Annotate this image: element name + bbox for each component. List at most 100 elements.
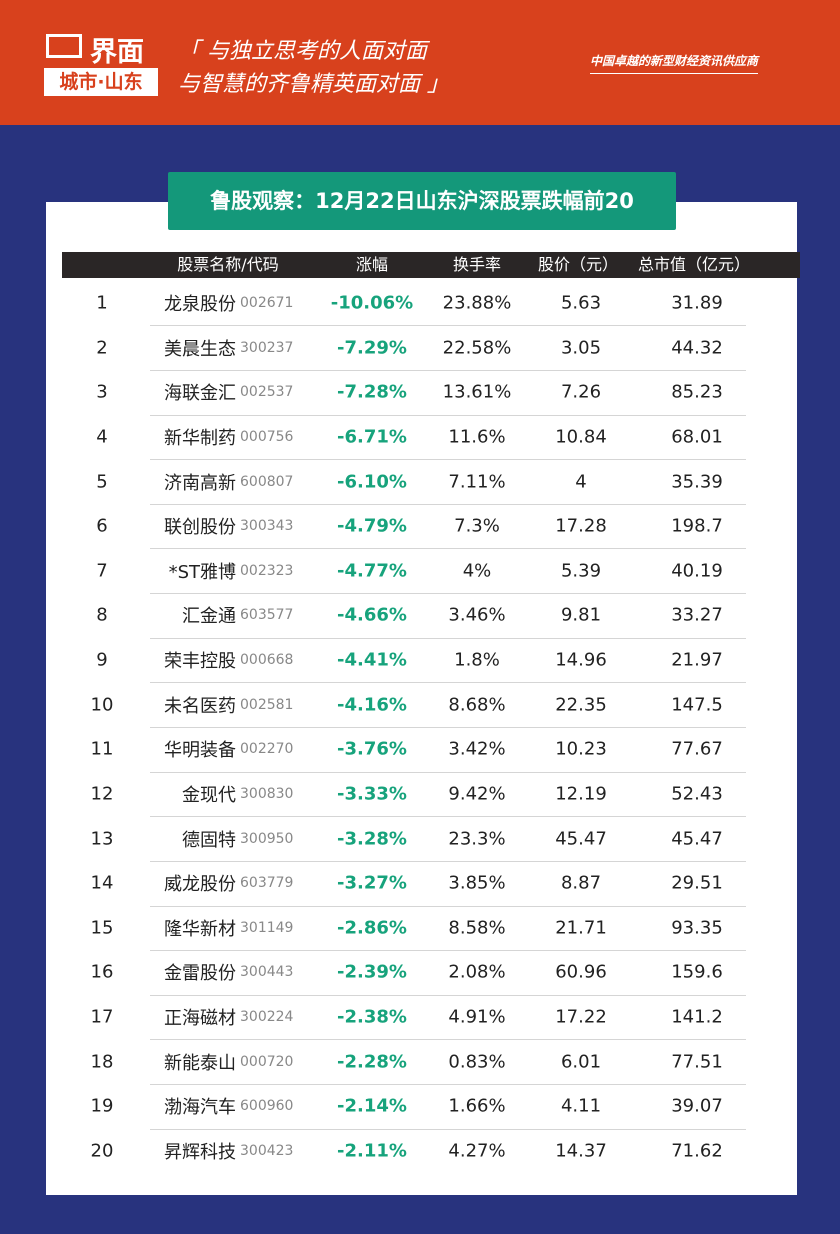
price: 17.22	[555, 1006, 607, 1028]
table-title: 鲁股观察：12月22日山东沪深股票跌幅前20	[168, 172, 676, 230]
market-cap: 40.19	[671, 560, 723, 582]
stock-code: 002671	[240, 295, 294, 311]
slogan: 「 与独立思考的人面对面	[178, 39, 427, 64]
stock-code: 300224	[240, 1009, 294, 1026]
turnover: 4%	[462, 560, 492, 582]
change: -4.79%	[337, 515, 407, 537]
change: -4.77%	[337, 560, 407, 582]
row-separator	[150, 369, 746, 371]
change: -3.76%	[337, 738, 407, 760]
rank: 17	[90, 1006, 114, 1028]
price: 14.96	[555, 649, 607, 671]
header-band	[0, 0, 840, 125]
stock-code: 002323	[240, 562, 294, 579]
row-separator	[150, 1084, 746, 1086]
change: -2.14%	[337, 1095, 407, 1117]
change: -3.33%	[337, 783, 407, 805]
header-row	[62, 252, 800, 278]
price: 22.35	[555, 694, 607, 716]
change: -4.41%	[337, 649, 407, 671]
turnover: 23.3%	[448, 828, 506, 850]
stock-name: 金现代	[182, 784, 236, 806]
row-separator	[150, 1039, 746, 1041]
row-separator	[150, 548, 746, 550]
price: 6.01	[560, 1051, 602, 1073]
stock-code: 300443	[240, 964, 294, 981]
market-cap: 159.6	[671, 961, 723, 983]
price: 9.81	[560, 604, 602, 626]
stock-name: 华明装备	[164, 740, 236, 762]
rank: 12	[90, 783, 114, 805]
rank: 10	[90, 694, 114, 716]
market-cap: 44.32	[671, 337, 723, 359]
row-separator	[150, 682, 746, 684]
table-card	[46, 202, 797, 1195]
stock-name: 海联金汇	[164, 383, 236, 405]
row-separator	[150, 816, 746, 818]
turnover: 11.6%	[448, 426, 506, 448]
rank: 11	[90, 738, 114, 760]
stock-code: 300237	[240, 339, 294, 356]
price: 5.39	[560, 560, 602, 582]
row-separator	[150, 325, 746, 327]
column-header: 总市值（亿元）	[637, 255, 751, 274]
change: -6.71%	[337, 426, 407, 448]
turnover: 3.46%	[448, 604, 506, 626]
rank: 2	[96, 337, 108, 359]
row-separator	[150, 414, 746, 416]
turnover: 4.27%	[448, 1140, 506, 1162]
market-cap: 33.27	[671, 604, 723, 626]
stock-code: 300950	[240, 830, 294, 847]
stock-code: 000720	[240, 1053, 294, 1070]
stock-name: 正海磁材	[164, 1008, 236, 1030]
row-separator	[150, 459, 746, 461]
rank: 20	[90, 1140, 114, 1162]
stock-code: 600960	[240, 1098, 294, 1115]
turnover: 8.68%	[448, 694, 506, 716]
row-separator	[150, 726, 746, 728]
turnover: 4.91%	[448, 1006, 506, 1028]
price: 8.87	[560, 872, 602, 894]
stock-code: 002581	[240, 696, 294, 713]
market-cap: 141.2	[671, 1006, 723, 1028]
turnover: 7.11%	[448, 471, 506, 493]
stock-code: 603577	[240, 607, 294, 624]
turnover: 7.3%	[454, 515, 500, 537]
stock-name: 威龙股份	[164, 874, 236, 896]
column-header: 换手率	[452, 255, 502, 274]
logo: 界面 城市·山东	[44, 30, 158, 96]
row-separator	[150, 503, 746, 505]
stock-name: 联创股份	[164, 517, 236, 539]
rank: 18	[90, 1051, 114, 1073]
market-cap: 45.47	[671, 828, 723, 850]
rank: 16	[90, 961, 114, 983]
change: -2.28%	[337, 1051, 407, 1073]
market-cap: 39.07	[671, 1095, 723, 1117]
row-separator	[150, 860, 746, 862]
stock-name: 昇辉科技	[164, 1141, 236, 1163]
rank: 15	[90, 917, 114, 939]
stock-name: *ST雅博	[168, 561, 236, 583]
market-cap: 68.01	[671, 426, 723, 448]
price: 4.11	[560, 1095, 602, 1117]
stock-code: 000756	[240, 428, 294, 445]
price: 7.26	[560, 381, 602, 403]
stock-name: 荣丰控股	[164, 651, 236, 673]
change: -3.27%	[337, 872, 407, 894]
stock-code: 300423	[240, 1142, 294, 1159]
price: 10.84	[555, 426, 607, 448]
rank: 4	[96, 426, 108, 448]
stock-code: 301149	[240, 919, 294, 936]
rank: 5	[96, 471, 108, 493]
stock-name: 济南高新	[164, 472, 236, 494]
turnover: 9.42%	[448, 783, 506, 805]
row-separator	[150, 1128, 746, 1130]
price: 60.96	[555, 961, 607, 983]
turnover: 0.83%	[448, 1051, 506, 1073]
stock-code: 600807	[240, 473, 294, 490]
price: 10.23	[555, 738, 607, 760]
rank: 8	[96, 604, 108, 626]
rank: 3	[96, 381, 108, 403]
turnover: 1.8%	[454, 649, 500, 671]
